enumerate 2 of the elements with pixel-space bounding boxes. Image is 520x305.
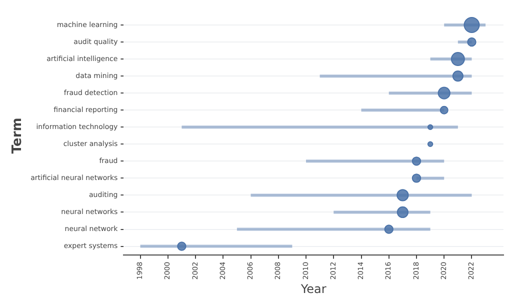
x-axis-title: Year	[300, 282, 326, 296]
y-axis-title: Term	[10, 118, 26, 154]
